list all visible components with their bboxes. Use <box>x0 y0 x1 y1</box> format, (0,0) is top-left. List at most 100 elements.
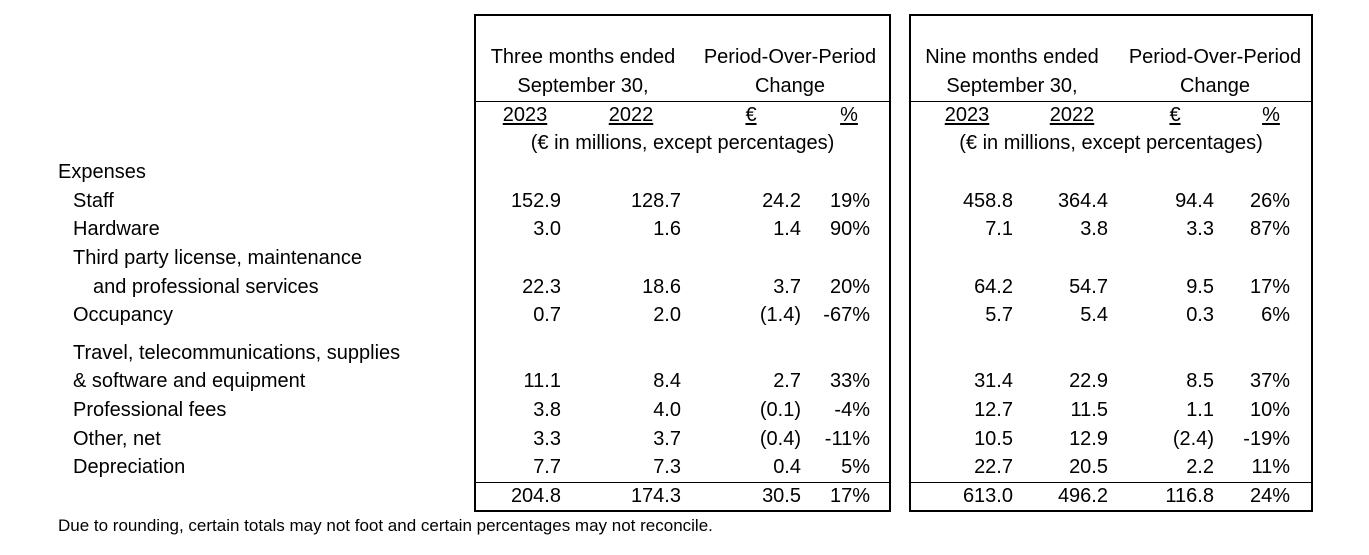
nine-months-pct-change-cell: -19% <box>1243 428 1290 450</box>
nine-months-2022-cell: 3.8 <box>1080 218 1108 240</box>
nine-months-col-2023: 2023 <box>944 104 990 126</box>
three-months-change-title-line2: Change <box>754 75 826 97</box>
three-months-panel <box>474 14 891 512</box>
three-months-2022-cell: 4.0 <box>653 399 681 421</box>
expenses-section-label: Expenses <box>58 161 146 183</box>
three-months-eur-change-cell: 0.4 <box>773 456 801 478</box>
three-months-col-2022: 2022 <box>608 104 654 126</box>
nine-months-eur-change-cell: 9.5 <box>1186 276 1214 298</box>
nine-months-2023-cell: 5.7 <box>985 304 1013 326</box>
nine-months-2022-cell: 5.4 <box>1080 304 1108 326</box>
nine-months-col-pct: % <box>1262 104 1280 126</box>
nine-months-2022-cell: 20.5 <box>1069 456 1108 478</box>
nine-months-units-note: (€ in millions, except percentages) <box>959 132 1263 154</box>
three-months-total-2023: 204.8 <box>510 485 561 507</box>
nine-months-pct-change-cell: 87% <box>1249 218 1290 240</box>
nine-months-panel <box>909 14 1313 512</box>
nine-months-pct-change-cell: 6% <box>1261 304 1290 326</box>
three-months-eur-change-cell: (0.4) <box>759 428 801 450</box>
nine-months-2022-cell: 364.4 <box>1057 190 1108 212</box>
three-months-pct-change-cell: 20% <box>829 276 870 298</box>
nine-months-title-line2: September 30, <box>946 75 1078 97</box>
three-months-2023-cell: 11.1 <box>523 370 561 392</box>
three-months-pct-change-cell: -4% <box>834 399 870 421</box>
three-months-pct-change-cell: 90% <box>829 218 870 240</box>
nine-months-2023-cell: 458.8 <box>962 190 1013 212</box>
three-months-units-note: (€ in millions, except percentages) <box>530 132 835 154</box>
nine-months-pct-change-cell: 10% <box>1249 399 1290 421</box>
three-months-2023-cell: 22.3 <box>522 276 561 298</box>
row-label: Staff <box>73 190 114 212</box>
nine-months-total-pct-change: 24% <box>1249 485 1290 507</box>
nine-months-change-title-line2: Change <box>1179 75 1251 97</box>
three-months-total-rule <box>476 482 889 483</box>
nine-months-2022-cell: 11.5 <box>1070 399 1108 421</box>
three-months-2022-cell: 7.3 <box>653 456 681 478</box>
three-months-title-line1: Three months ended <box>490 46 676 68</box>
three-months-eur-change-cell: 3.7 <box>773 276 801 298</box>
nine-months-eur-change-cell: 3.3 <box>1186 218 1214 240</box>
nine-months-2022-cell: 22.9 <box>1069 370 1108 392</box>
row-label: Third party license, maintenance <box>73 247 363 269</box>
nine-months-title-line1: Nine months ended <box>925 46 1099 68</box>
nine-months-2023-cell: 7.1 <box>985 218 1013 240</box>
row-label: Other, net <box>73 428 161 450</box>
three-months-pct-change-cell: -67% <box>823 304 870 326</box>
three-months-2023-cell: 3.3 <box>533 428 561 450</box>
three-months-eur-change-cell: 2.7 <box>773 370 801 392</box>
three-months-eur-change-cell: 1.4 <box>773 218 801 240</box>
nine-months-header-rule <box>911 101 1311 102</box>
three-months-eur-change-cell: (0.1) <box>759 399 801 421</box>
three-months-pct-change-cell: 33% <box>829 370 870 392</box>
three-months-col-pct: % <box>840 104 858 126</box>
three-months-pct-change-cell: 5% <box>841 456 870 478</box>
nine-months-total-rule <box>911 482 1311 483</box>
nine-months-total-eur-change: 116.8 <box>1165 485 1214 507</box>
row-label: and professional services <box>93 276 319 298</box>
nine-months-pct-change-cell: 26% <box>1249 190 1290 212</box>
nine-months-total-2023: 613.0 <box>962 485 1013 507</box>
nine-months-2023-cell: 64.2 <box>974 276 1013 298</box>
three-months-2023-cell: 3.0 <box>533 218 561 240</box>
row-label: Occupancy <box>73 304 174 326</box>
row-label: Depreciation <box>73 456 186 478</box>
nine-months-pct-change-cell: 17% <box>1249 276 1290 298</box>
three-months-2022-cell: 8.4 <box>653 370 681 392</box>
nine-months-eur-change-cell: 2.2 <box>1186 456 1214 478</box>
three-months-2023-cell: 3.8 <box>533 399 561 421</box>
three-months-total-pct-change: 17% <box>829 485 870 507</box>
row-label: & software and equipment <box>73 370 306 392</box>
three-months-eur-change-cell: 24.2 <box>762 190 801 212</box>
nine-months-eur-change-cell: 0.3 <box>1186 304 1214 326</box>
rounding-footnote: Due to rounding, certain totals may not … <box>58 516 713 535</box>
nine-months-pct-change-cell: 11% <box>1251 456 1290 478</box>
three-months-col-2023: 2023 <box>502 104 548 126</box>
three-months-2022-cell: 2.0 <box>653 304 681 326</box>
three-months-2023-cell: 7.7 <box>533 456 561 478</box>
nine-months-2023-cell: 31.4 <box>974 370 1013 392</box>
nine-months-2023-cell: 22.7 <box>974 456 1013 478</box>
three-months-total-2022: 174.3 <box>630 485 681 507</box>
three-months-2022-cell: 128.7 <box>630 190 681 212</box>
nine-months-2023-cell: 12.7 <box>974 399 1013 421</box>
row-label: Hardware <box>73 218 160 240</box>
nine-months-2022-cell: 12.9 <box>1069 428 1108 450</box>
three-months-pct-change-cell: -11% <box>824 428 870 450</box>
nine-months-change-title-line1: Period-Over-Period <box>1128 46 1302 68</box>
nine-months-eur-change-cell: 8.5 <box>1186 370 1214 392</box>
nine-months-eur-change-cell: (2.4) <box>1172 428 1214 450</box>
three-months-2022-cell: 3.7 <box>653 428 681 450</box>
nine-months-pct-change-cell: 37% <box>1249 370 1290 392</box>
three-months-change-title-line1: Period-Over-Period <box>703 46 877 68</box>
three-months-title-line2: September 30, <box>517 75 649 97</box>
nine-months-total-2022: 496.2 <box>1057 485 1108 507</box>
nine-months-2022-cell: 54.7 <box>1069 276 1108 298</box>
three-months-2023-cell: 152.9 <box>510 190 561 212</box>
nine-months-col-eur: € <box>1169 104 1181 126</box>
three-months-header-rule <box>476 101 889 102</box>
three-months-2022-cell: 18.6 <box>642 276 681 298</box>
nine-months-eur-change-cell: 94.4 <box>1175 190 1214 212</box>
three-months-col-eur: € <box>745 104 757 126</box>
three-months-2023-cell: 0.7 <box>533 304 561 326</box>
nine-months-eur-change-cell: 1.1 <box>1186 399 1214 421</box>
